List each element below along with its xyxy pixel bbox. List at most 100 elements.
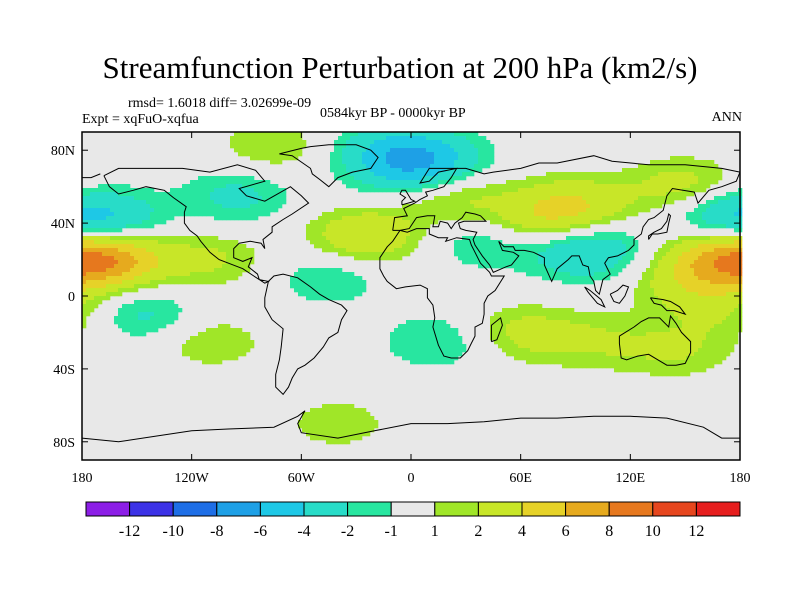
field-cell	[502, 224, 507, 229]
field-cell	[278, 156, 283, 161]
field-cell	[706, 212, 711, 217]
field-cell	[710, 248, 715, 253]
field-cell	[98, 240, 103, 245]
field-cell	[122, 200, 127, 205]
field-cell	[658, 280, 663, 285]
field-cell	[726, 352, 731, 357]
field-cell	[250, 200, 255, 205]
field-cell	[406, 208, 411, 213]
field-cell	[698, 168, 703, 173]
field-cell	[126, 188, 131, 193]
field-cell	[698, 288, 703, 293]
field-cell	[478, 188, 483, 193]
field-cell	[226, 348, 231, 353]
field-cell	[214, 340, 219, 345]
field-cell	[362, 156, 367, 161]
field-cell	[382, 160, 387, 165]
field-cell	[426, 208, 431, 213]
field-cell	[118, 312, 123, 317]
field-cell	[446, 148, 451, 153]
field-cell	[182, 184, 187, 189]
field-cell	[734, 332, 739, 337]
field-cell	[294, 136, 299, 141]
field-cell	[182, 248, 187, 253]
field-cell	[410, 168, 415, 173]
field-cell	[90, 264, 95, 269]
field-cell	[278, 160, 283, 165]
field-cell	[730, 268, 735, 273]
field-cell	[466, 188, 471, 193]
field-cell	[686, 256, 691, 261]
field-cell	[442, 208, 447, 213]
field-cell	[122, 224, 127, 229]
field-cell	[330, 268, 335, 273]
field-cell	[242, 204, 247, 209]
field-cell	[586, 316, 591, 321]
field-cell	[206, 180, 211, 185]
field-cell	[102, 216, 107, 221]
field-cell	[326, 292, 331, 297]
field-cell	[382, 216, 387, 221]
field-cell	[586, 200, 591, 205]
field-cell	[298, 136, 303, 141]
field-cell	[534, 224, 539, 229]
field-cell	[242, 144, 247, 149]
field-cell	[122, 196, 127, 201]
field-cell	[550, 256, 555, 261]
field-cell	[190, 276, 195, 281]
field-cell	[126, 328, 131, 333]
field-cell	[482, 140, 487, 145]
field-cell	[478, 200, 483, 205]
field-cell	[478, 264, 483, 269]
field-cell	[458, 164, 463, 169]
field-cell	[574, 220, 579, 225]
field-cell	[538, 260, 543, 265]
field-cell	[378, 156, 383, 161]
field-cell	[302, 144, 307, 149]
field-cell	[354, 292, 359, 297]
field-cell	[266, 144, 271, 149]
field-cell	[250, 188, 255, 193]
field-cell	[570, 324, 575, 329]
field-cell	[362, 176, 367, 181]
field-cell	[150, 236, 155, 241]
field-cell	[686, 156, 691, 161]
field-cell	[174, 260, 179, 265]
field-cell	[610, 216, 615, 221]
field-cell	[182, 344, 187, 349]
field-cell	[230, 188, 235, 193]
field-cell	[234, 340, 239, 345]
field-cell	[570, 192, 575, 197]
field-cell	[686, 320, 691, 325]
period-label: 0584kyr BP - 0000kyr BP	[320, 106, 466, 121]
field-cell	[690, 312, 695, 317]
field-cell	[578, 264, 583, 269]
field-cell	[202, 236, 207, 241]
field-cell	[642, 276, 647, 281]
field-cell	[614, 216, 619, 221]
field-cell	[202, 196, 207, 201]
field-cell	[674, 172, 679, 177]
field-cell	[366, 180, 371, 185]
field-cell	[594, 176, 599, 181]
field-cell	[398, 188, 403, 193]
field-cell	[666, 200, 671, 205]
field-cell	[426, 216, 431, 221]
field-cell	[582, 320, 587, 325]
field-cell	[154, 220, 159, 225]
field-cell	[150, 200, 155, 205]
field-cell	[606, 208, 611, 213]
field-cell	[366, 236, 371, 241]
field-cell	[710, 260, 715, 265]
field-cell	[118, 308, 123, 313]
field-cell	[370, 236, 375, 241]
field-cell	[262, 152, 267, 157]
field-cell	[606, 216, 611, 221]
field-cell	[522, 308, 527, 313]
field-cell	[474, 208, 479, 213]
field-cell	[338, 236, 343, 241]
field-cell	[382, 156, 387, 161]
field-cell	[82, 200, 87, 205]
field-cell	[590, 352, 595, 357]
field-cell	[90, 200, 95, 205]
